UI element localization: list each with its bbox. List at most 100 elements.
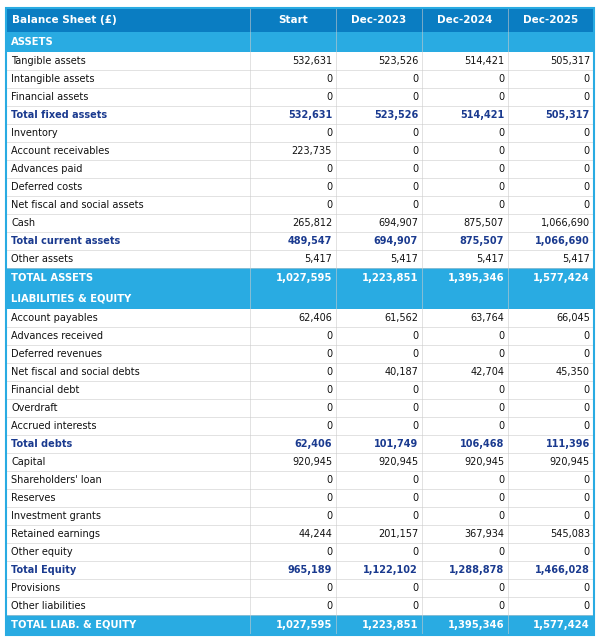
Bar — [6, 453, 594, 471]
Text: 66,045: 66,045 — [556, 313, 590, 323]
Bar — [6, 615, 594, 635]
Text: 514,421: 514,421 — [460, 111, 504, 120]
Text: 0: 0 — [498, 164, 504, 174]
Text: Tangible assets: Tangible assets — [11, 57, 86, 66]
Bar — [6, 178, 594, 196]
Text: LIABILITIES & EQUITY: LIABILITIES & EQUITY — [11, 294, 131, 303]
Text: 0: 0 — [326, 583, 332, 593]
Bar — [6, 289, 594, 309]
Text: Net fiscal and social debts: Net fiscal and social debts — [11, 367, 140, 377]
Text: 0: 0 — [412, 421, 418, 431]
Text: 0: 0 — [412, 129, 418, 138]
Text: Net fiscal and social assets: Net fiscal and social assets — [11, 200, 143, 210]
Text: Accrued interests: Accrued interests — [11, 421, 97, 431]
Text: Reserves: Reserves — [11, 493, 56, 503]
Text: 5,417: 5,417 — [562, 254, 590, 264]
Text: Financial debt: Financial debt — [11, 385, 79, 395]
Text: Advances paid: Advances paid — [11, 164, 82, 174]
Text: 5,417: 5,417 — [390, 254, 418, 264]
Text: Dec-2025: Dec-2025 — [523, 15, 578, 25]
Bar — [6, 363, 594, 381]
Text: 0: 0 — [498, 129, 504, 138]
Text: 201,157: 201,157 — [378, 529, 418, 539]
Text: 111,396: 111,396 — [546, 439, 590, 449]
Text: 1,027,595: 1,027,595 — [275, 273, 332, 284]
Bar — [6, 471, 594, 489]
Text: 965,189: 965,189 — [287, 565, 332, 575]
Text: Inventory: Inventory — [11, 129, 58, 138]
Text: 0: 0 — [498, 182, 504, 192]
Text: 0: 0 — [412, 182, 418, 192]
Text: 0: 0 — [584, 93, 590, 102]
Text: 0: 0 — [412, 583, 418, 593]
Bar — [6, 489, 594, 507]
Text: 0: 0 — [498, 385, 504, 395]
Text: Start: Start — [278, 15, 308, 25]
Text: 0: 0 — [326, 182, 332, 192]
Text: Advances received: Advances received — [11, 331, 103, 341]
Text: Retained earnings: Retained earnings — [11, 529, 100, 539]
Text: 0: 0 — [412, 385, 418, 395]
Text: 0: 0 — [584, 403, 590, 413]
Text: 265,812: 265,812 — [292, 218, 332, 228]
Text: 0: 0 — [498, 146, 504, 156]
Text: 489,547: 489,547 — [287, 236, 332, 246]
Text: Total debts: Total debts — [11, 439, 72, 449]
Text: 514,421: 514,421 — [464, 57, 504, 66]
Text: 0: 0 — [498, 583, 504, 593]
Text: 0: 0 — [584, 493, 590, 503]
Text: 1,288,878: 1,288,878 — [449, 565, 504, 575]
Text: 0: 0 — [412, 475, 418, 485]
Text: 1,466,028: 1,466,028 — [535, 565, 590, 575]
Text: 0: 0 — [326, 511, 332, 521]
Text: 0: 0 — [584, 182, 590, 192]
Text: Investment grants: Investment grants — [11, 511, 101, 521]
Text: 0: 0 — [412, 164, 418, 174]
Bar — [6, 309, 594, 327]
Text: 532,631: 532,631 — [292, 57, 332, 66]
Text: 532,631: 532,631 — [288, 111, 332, 120]
Bar — [6, 214, 594, 232]
Text: 367,934: 367,934 — [464, 529, 504, 539]
Bar — [6, 597, 594, 615]
Bar — [6, 124, 594, 142]
Text: Dec-2024: Dec-2024 — [437, 15, 493, 25]
Text: 0: 0 — [412, 331, 418, 341]
Text: 1,027,595: 1,027,595 — [275, 620, 332, 629]
Text: 0: 0 — [498, 200, 504, 210]
Bar — [6, 543, 594, 561]
Text: Capital: Capital — [11, 457, 46, 467]
Text: 44,244: 44,244 — [298, 529, 332, 539]
Text: 42,704: 42,704 — [470, 367, 504, 377]
Bar — [6, 525, 594, 543]
Text: 0: 0 — [584, 421, 590, 431]
Text: 0: 0 — [584, 75, 590, 84]
Text: Other equity: Other equity — [11, 547, 73, 557]
Text: 0: 0 — [584, 547, 590, 557]
Text: Deferred revenues: Deferred revenues — [11, 349, 102, 359]
Text: Overdraft: Overdraft — [11, 403, 58, 413]
Text: 1,395,346: 1,395,346 — [448, 273, 504, 284]
Text: Total current assets: Total current assets — [11, 236, 120, 246]
Text: 523,526: 523,526 — [374, 111, 418, 120]
Text: 505,317: 505,317 — [550, 57, 590, 66]
Text: 545,083: 545,083 — [550, 529, 590, 539]
Text: 0: 0 — [412, 601, 418, 611]
Text: 1,066,690: 1,066,690 — [541, 218, 590, 228]
Bar — [6, 268, 594, 289]
Bar — [6, 417, 594, 435]
Text: TOTAL ASSETS: TOTAL ASSETS — [11, 273, 93, 284]
Text: 5,417: 5,417 — [476, 254, 504, 264]
Text: 40,187: 40,187 — [384, 367, 418, 377]
Text: 0: 0 — [412, 75, 418, 84]
Text: 0: 0 — [326, 331, 332, 341]
Bar — [6, 232, 594, 250]
Bar — [6, 250, 594, 268]
Text: 0: 0 — [412, 511, 418, 521]
Bar — [6, 52, 594, 70]
Text: 694,907: 694,907 — [374, 236, 418, 246]
Text: 0: 0 — [498, 75, 504, 84]
Text: 0: 0 — [498, 547, 504, 557]
Bar — [6, 579, 594, 597]
Text: 0: 0 — [498, 93, 504, 102]
